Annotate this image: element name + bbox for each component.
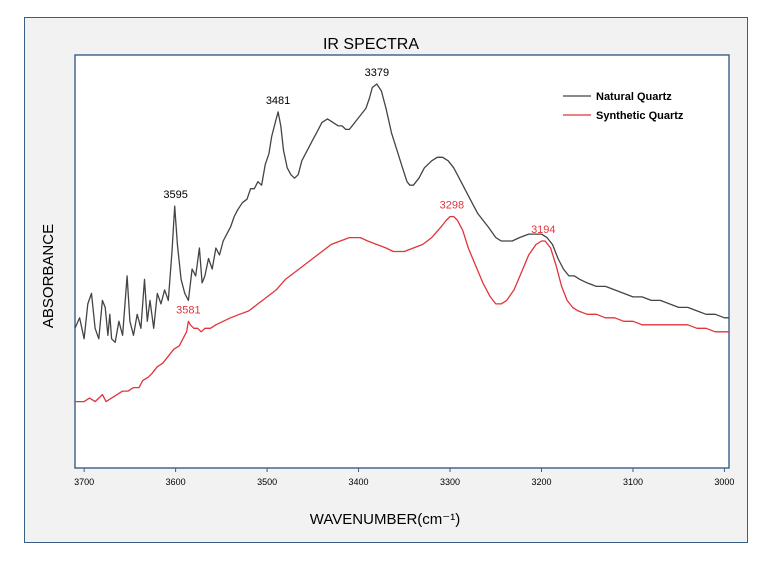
peak-label: 3481 (266, 95, 290, 107)
series-line-synthetic-quartz (75, 215, 729, 403)
peak-label: 3595 (163, 189, 187, 201)
legend-label-natural: Natural Quartz (596, 91, 672, 103)
x-axis-label: WAVENUMBER(cm⁻¹) (310, 511, 460, 528)
x-tick-label: 3100 (623, 477, 643, 487)
x-tick-label: 3500 (257, 477, 277, 487)
peak-label: 3298 (440, 200, 464, 212)
plot-area (74, 54, 730, 469)
x-tick-label: 3200 (531, 477, 551, 487)
x-tick-label: 3300 (440, 477, 460, 487)
legend-label-synthetic: Synthetic Quartz (596, 110, 684, 122)
chart-title: IR SPECTRA (323, 36, 419, 53)
series-line-natural-quartz (74, 83, 729, 343)
peak-label: 3581 (176, 304, 200, 316)
x-tick-label: 3600 (166, 477, 186, 487)
x-tick-label: 3700 (74, 477, 94, 487)
x-tick-label: 3000 (714, 477, 734, 487)
peak-label: 3379 (365, 67, 389, 79)
peak-label: 3194 (531, 224, 555, 236)
x-tick-label: 3400 (349, 477, 369, 487)
y-axis-label: ABSORBANCE (40, 224, 57, 328)
legend: Natural Quartz Synthetic Quartz (563, 91, 684, 122)
